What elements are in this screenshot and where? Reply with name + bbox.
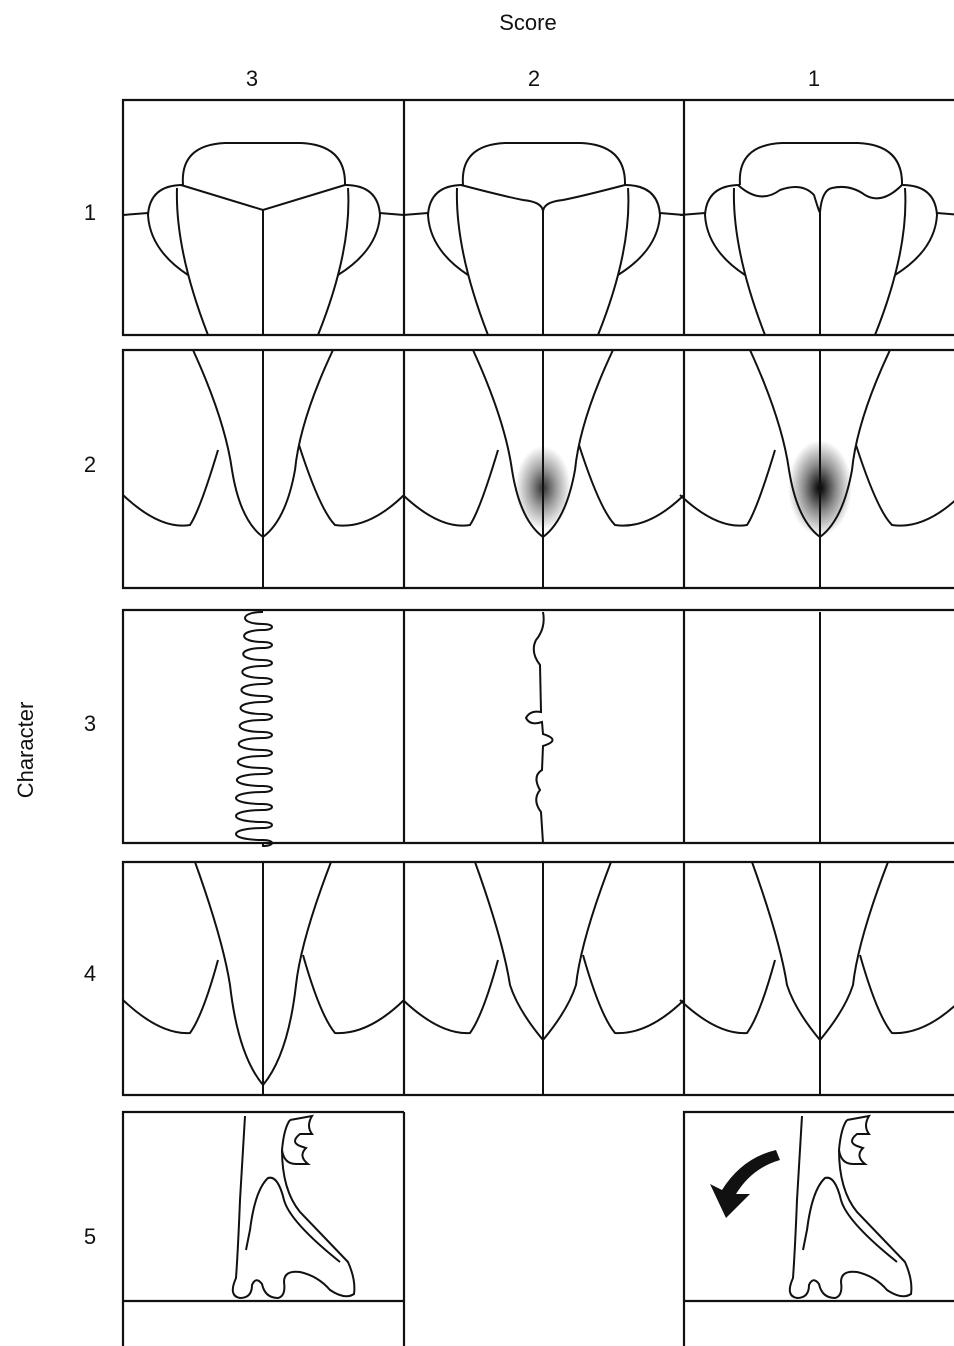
ear <box>617 184 662 276</box>
tooth <box>788 1115 913 1299</box>
suture <box>235 611 273 848</box>
column-label: 3 <box>246 66 258 91</box>
column-label: 1 <box>808 66 820 91</box>
wave <box>122 449 219 527</box>
ear <box>894 184 939 276</box>
tooth <box>231 1114 356 1300</box>
panel-grid <box>121 98 954 1346</box>
body-outline <box>597 187 630 336</box>
suture <box>737 184 903 214</box>
column-label: 2 <box>528 66 540 91</box>
row-5-drawings <box>231 1114 913 1300</box>
body-outline <box>175 187 209 336</box>
wave <box>582 954 685 1035</box>
row-4-drawings <box>122 861 954 1095</box>
wave <box>679 449 776 527</box>
body-outline <box>455 187 489 336</box>
wave <box>402 449 499 527</box>
row-label: 4 <box>84 961 96 986</box>
wave <box>855 444 954 527</box>
wave <box>302 954 405 1035</box>
body-outline <box>317 187 350 336</box>
side-title: Character <box>13 702 38 799</box>
wave <box>402 959 499 1035</box>
ear <box>703 184 746 276</box>
body-outline <box>874 187 907 336</box>
wave <box>122 959 219 1035</box>
head-outline <box>181 142 347 186</box>
head-outline <box>738 142 904 186</box>
row-label: 5 <box>84 1224 96 1249</box>
wave <box>298 444 405 527</box>
wave <box>679 959 776 1035</box>
row-label: 2 <box>84 452 96 477</box>
row-label: 1 <box>84 200 96 225</box>
head-outline <box>461 142 627 186</box>
ear <box>146 184 189 276</box>
row-label: 3 <box>84 711 96 736</box>
wave <box>859 954 954 1035</box>
suture <box>524 611 554 844</box>
row-1-drawings <box>122 142 954 336</box>
ear <box>426 184 469 276</box>
header-title: Score <box>499 10 556 35</box>
wave <box>578 444 685 527</box>
row-3-drawings <box>235 611 821 848</box>
baseline <box>679 212 954 216</box>
suture <box>180 184 346 212</box>
baseline <box>122 212 405 216</box>
suture <box>460 184 626 213</box>
body-outline <box>732 187 766 336</box>
row-2-drawings <box>122 349 954 588</box>
ear <box>337 184 382 276</box>
rotation-arrow <box>710 1150 780 1218</box>
